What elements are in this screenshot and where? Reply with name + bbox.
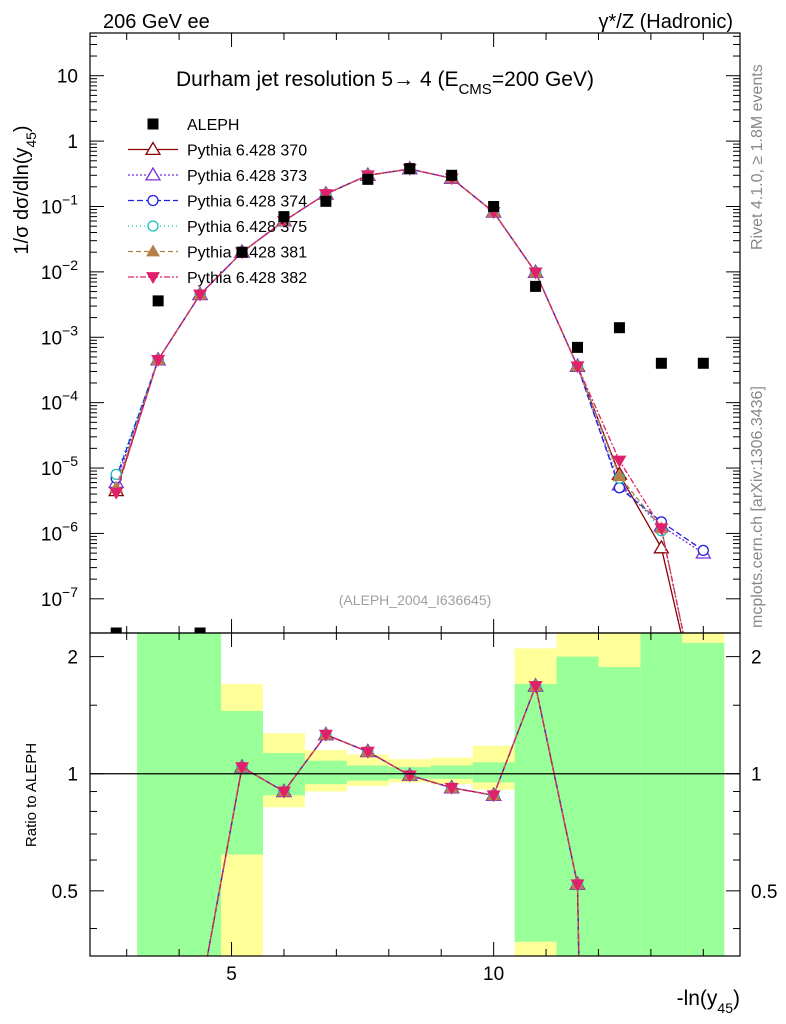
y-tick-label-main: 10−2	[41, 257, 78, 284]
point-aleph	[236, 246, 248, 258]
point-s382	[109, 487, 124, 500]
band-green-0	[137, 633, 222, 956]
x-tick-label: 10	[483, 964, 504, 985]
point-s382	[528, 267, 543, 280]
ratio-point-s382	[276, 786, 291, 799]
point-s382	[654, 523, 669, 536]
x-tick-label: 5	[226, 964, 237, 985]
legend-label-s373: Pythia 6.428 373	[187, 168, 307, 185]
point-aleph	[194, 627, 206, 633]
point-aleph	[572, 341, 583, 353]
point-aleph	[488, 200, 500, 212]
ratio-point-s382	[570, 879, 585, 892]
legend-label-s381: Pythia 6.428 381	[187, 245, 307, 262]
point-aleph	[530, 280, 542, 292]
legend-label-s382: Pythia 6.428 382	[187, 270, 307, 287]
point-s382	[612, 455, 627, 468]
point-s374	[613, 482, 626, 494]
band-green-12	[682, 642, 725, 956]
y-axis-label-ratio: Ratio to ALEPH	[23, 743, 40, 847]
band-green-7	[472, 762, 515, 783]
plot-title: Durham jet resolution 5→ 4 (ECMS=200 GeV…	[176, 68, 594, 98]
analysis-id: (ALEPH_2004_I636645)	[339, 592, 492, 608]
ratio-point-s382	[318, 729, 333, 742]
y-tick-label-ratio: 1	[67, 765, 78, 786]
series-line-s382	[115, 168, 684, 633]
point-aleph	[613, 322, 625, 334]
legend-marker-s375	[147, 220, 159, 232]
band-green-3	[304, 760, 347, 785]
legend-marker-s370	[144, 141, 162, 156]
y-tick-label-main: 1	[67, 132, 78, 153]
band-green-10	[598, 667, 641, 956]
band-green-6	[430, 765, 473, 779]
axes: 5 10 10 1 10−1 10−2 10−3 10−4 10−5 10−6 10−7 2 2 1 1 0.…	[41, 32, 777, 985]
point-aleph	[404, 163, 416, 175]
ratio-bands	[137, 633, 725, 956]
y-axis-label-main: 1/σ dσ/dln(y45)	[11, 125, 39, 254]
rivet-version-label: Rivet 4.1.0, ≥ 1.8M events	[749, 64, 766, 250]
point-s382	[318, 189, 333, 202]
ratio-point-s382	[486, 790, 501, 803]
ratio-point-s382	[235, 762, 250, 775]
point-s374	[697, 544, 709, 557]
y-tick-label-main: 10−5	[41, 453, 78, 480]
y-tick-label-main: 10−3	[41, 322, 78, 349]
legend-marker-s382	[146, 272, 160, 284]
legend-label-s370: Pythia 6.428 370	[187, 143, 307, 160]
ratio-plot-area	[206, 677, 586, 956]
band-green-1	[221, 710, 263, 855]
legend-marker-data	[147, 118, 159, 130]
ratio-point-s382	[444, 782, 459, 795]
y-tick-label-main: 10−7	[41, 584, 78, 611]
point-aleph	[320, 195, 332, 207]
band-green-4	[346, 765, 389, 781]
legend-marker-s374	[147, 194, 159, 207]
legend-label-data: ALEPH	[187, 117, 239, 134]
ratio-frame	[89, 632, 741, 957]
legend-label-s374: Pythia 6.428 374	[187, 194, 307, 211]
ratio-series	[206, 677, 586, 956]
y-tick-label-ratio: 2	[67, 648, 78, 669]
ratio-point-s382	[528, 681, 543, 694]
main-series	[108, 160, 712, 633]
point-aleph	[110, 627, 122, 633]
legend-marker-s381	[146, 244, 160, 257]
header-process: γ*/Z (Hadronic)	[599, 11, 733, 33]
y-tick-label-ratio: 0.5	[52, 882, 78, 903]
point-aleph	[278, 211, 290, 223]
header-energy: 206 GeV ee	[103, 11, 210, 33]
legend-label-s375: Pythia 6.428 375	[187, 219, 307, 236]
legend-marker-s373	[144, 166, 162, 181]
y-tick-label-main: 10−6	[41, 518, 78, 545]
legend: ALEPH Pythia 6.428 370 Pythia 6.428 373 Pyt…	[128, 117, 307, 287]
band-green-8	[514, 684, 557, 942]
band-green-11	[640, 633, 683, 956]
y-tick-label-main: 10	[57, 67, 78, 88]
y-tick-label-main: 10−1	[41, 191, 78, 218]
point-s382	[193, 289, 208, 302]
point-aleph	[152, 295, 164, 307]
point-aleph	[362, 173, 374, 185]
point-s382	[151, 355, 166, 367]
point-s382	[570, 361, 585, 374]
mcplots-label: mcplots.cern.ch [arXiv:1306.3436]	[749, 386, 766, 628]
point-aleph	[446, 169, 458, 181]
point-s370	[653, 539, 670, 554]
ratio-point-s382	[360, 746, 375, 759]
point-aleph	[655, 357, 667, 369]
y-tick-label-ratio-right: 2	[751, 648, 762, 669]
x-axis-label: -ln(y45)	[677, 987, 740, 1016]
y-tick-label-main: 10−4	[41, 388, 78, 415]
point-s375	[110, 468, 122, 481]
main-plot-area	[108, 160, 712, 633]
point-s381	[612, 469, 627, 482]
y-tick-label-ratio-right: 0.5	[751, 882, 777, 903]
y-tick-label-ratio-right: 1	[751, 765, 762, 786]
point-aleph	[697, 357, 709, 369]
